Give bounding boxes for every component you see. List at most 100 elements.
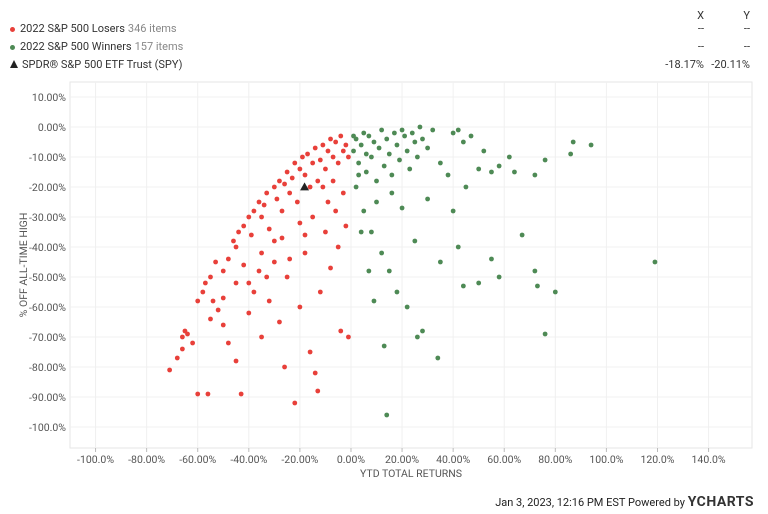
legend-count: 346 items bbox=[127, 22, 177, 35]
scatter-point bbox=[366, 268, 372, 274]
scatter-point bbox=[317, 289, 323, 295]
x-tick-label: -40.00% bbox=[230, 453, 267, 466]
x-tick-label: 140.0% bbox=[692, 453, 726, 466]
x-value: -- bbox=[697, 22, 704, 35]
scatter-point bbox=[489, 169, 494, 175]
scatter-point bbox=[333, 139, 339, 145]
y-value: -- bbox=[743, 22, 750, 35]
legend-label: SPDR® S&P 500 ETF Trust (SPY) bbox=[22, 58, 183, 71]
scatter-point bbox=[568, 151, 574, 157]
scatter-point bbox=[420, 328, 425, 334]
y-tick-label: -50.00% bbox=[29, 271, 66, 284]
scatter-point bbox=[220, 295, 226, 301]
scatter-point bbox=[241, 262, 247, 268]
scatter-point bbox=[279, 235, 285, 241]
scatter-point bbox=[179, 334, 185, 340]
legend-item: SPDR® S&P 500 ETF Trust (SPY) bbox=[10, 58, 182, 71]
y-tick-label: -70.00% bbox=[29, 331, 66, 344]
x-tick-label: -80.00% bbox=[128, 453, 165, 466]
scatter-point bbox=[363, 151, 369, 157]
legend-label: 2022 S&P 500 Losers bbox=[20, 22, 125, 35]
scatter-point bbox=[195, 298, 201, 304]
scatter-point bbox=[335, 160, 341, 166]
scatter-point bbox=[391, 130, 397, 136]
scatter-point bbox=[386, 268, 392, 274]
scatter-point bbox=[315, 388, 321, 394]
scatter-point bbox=[277, 319, 282, 325]
scatter-point bbox=[328, 136, 333, 142]
scatter-point bbox=[389, 172, 395, 178]
scatter-point bbox=[259, 250, 264, 256]
scatter-point bbox=[325, 148, 331, 154]
scatter-point bbox=[361, 208, 367, 214]
scatter-point bbox=[259, 214, 264, 220]
scatter-point bbox=[310, 160, 316, 166]
scatter-point bbox=[338, 133, 344, 139]
scatter-point bbox=[652, 259, 658, 265]
scatter-point bbox=[251, 289, 257, 295]
legend-label: 2022 S&P 500 Winners bbox=[20, 40, 132, 53]
scatter-point bbox=[340, 190, 346, 196]
powered-by: Powered by bbox=[628, 496, 685, 509]
scatter-point bbox=[330, 154, 336, 160]
scatter-point bbox=[519, 232, 525, 238]
scatter-point bbox=[297, 166, 303, 172]
scatter-point bbox=[277, 178, 282, 184]
scatter-point bbox=[353, 184, 359, 190]
scatter-point bbox=[468, 133, 474, 139]
scatter-point bbox=[233, 244, 239, 250]
scatter-point bbox=[246, 214, 252, 220]
chart: 10.00% 0.00% -10.00% -20.00% -30.00% -40.00% -… bbox=[17, 81, 753, 480]
scatter-point bbox=[542, 331, 548, 337]
scatter-point bbox=[174, 355, 180, 361]
scatter-point bbox=[430, 127, 436, 133]
scatter-point bbox=[445, 172, 451, 178]
scatter-point bbox=[394, 142, 400, 148]
scatter-point bbox=[317, 157, 323, 163]
scatter-point bbox=[570, 139, 576, 145]
scatter-point bbox=[256, 199, 262, 205]
scatter-point bbox=[287, 256, 293, 262]
scatter-point bbox=[330, 178, 336, 184]
scatter-point bbox=[414, 334, 420, 340]
scatter-point bbox=[361, 130, 367, 136]
scatter-point bbox=[300, 182, 310, 191]
y-tick-label: -30.00% bbox=[29, 211, 66, 224]
scatter-point bbox=[455, 244, 461, 250]
scatter-point bbox=[246, 280, 252, 286]
scatter-point bbox=[307, 184, 313, 190]
legend-item: 2022 S&P 500 Losers 346 items bbox=[10, 22, 177, 35]
y-tick-label: -40.00% bbox=[29, 241, 66, 254]
scatter-point bbox=[294, 199, 300, 205]
scatter-point bbox=[425, 145, 431, 151]
scatter-point bbox=[312, 370, 318, 376]
legend-marker bbox=[10, 44, 15, 50]
scatter-point bbox=[220, 268, 226, 274]
scatter-point bbox=[236, 229, 241, 235]
scatter-point bbox=[205, 391, 211, 397]
x-axis-title: YTD TOTAL RETURNS bbox=[360, 467, 462, 480]
scatter-point bbox=[374, 199, 379, 205]
scatter-point bbox=[208, 316, 213, 322]
scatter-point bbox=[425, 196, 431, 202]
legend-item: 2022 S&P 500 Winners 157 items bbox=[10, 40, 183, 53]
scatter-point bbox=[535, 283, 540, 289]
y-tick-label: -20.00% bbox=[29, 181, 66, 194]
scatter-point bbox=[200, 289, 206, 295]
scatter-point bbox=[264, 190, 270, 196]
scatter-point bbox=[463, 184, 469, 190]
scatter-point bbox=[225, 340, 231, 346]
scatter-point bbox=[264, 274, 270, 280]
scatter-point bbox=[455, 127, 461, 133]
scatter-point bbox=[225, 256, 231, 262]
scatter-point bbox=[481, 148, 487, 154]
y-tick-label: 10.00% bbox=[32, 91, 66, 104]
scatter-point bbox=[279, 208, 285, 214]
x-value: -- bbox=[697, 40, 704, 53]
scatter-point bbox=[289, 175, 295, 181]
scatter-point bbox=[346, 154, 351, 160]
y-tick-label: -80.00% bbox=[29, 361, 66, 374]
scatter-point bbox=[376, 145, 382, 151]
scatter-point bbox=[412, 238, 418, 244]
